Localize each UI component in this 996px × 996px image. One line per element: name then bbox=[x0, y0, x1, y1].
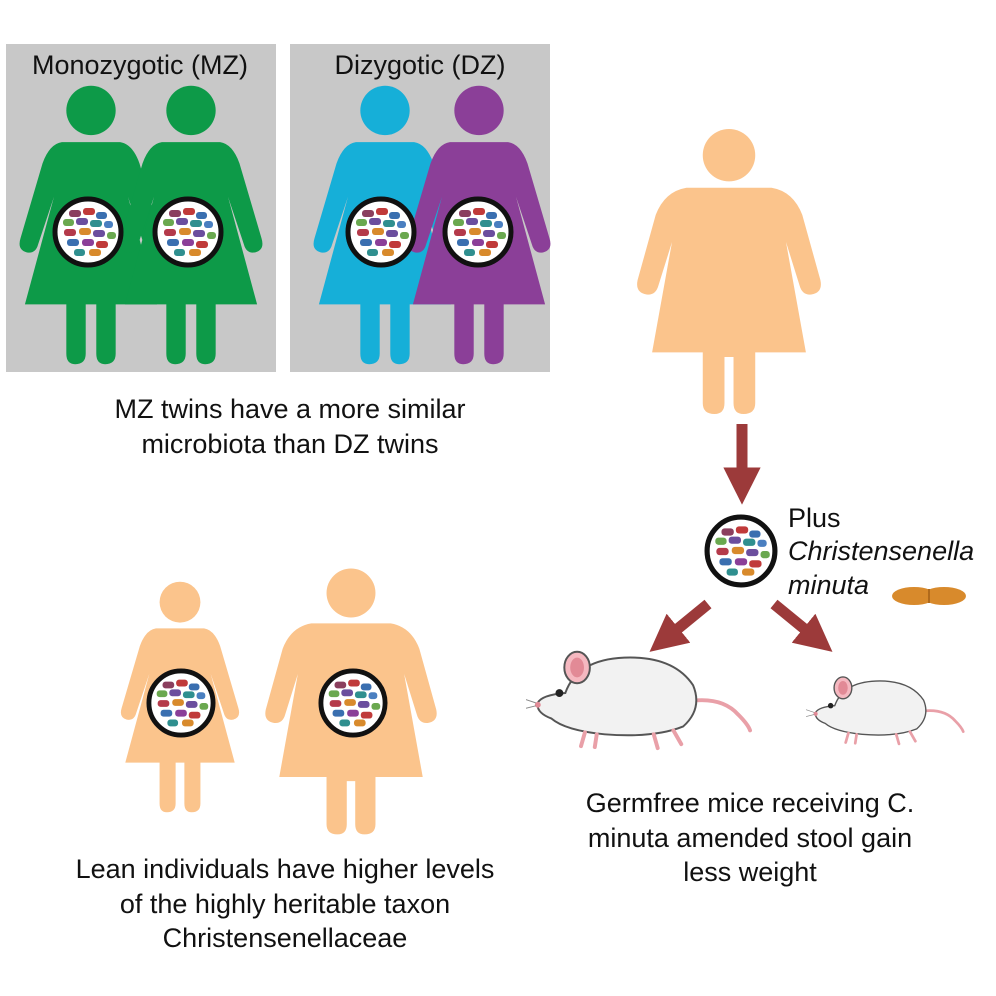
mouse-icon bbox=[804, 675, 965, 746]
christensenella-bacterium-icon bbox=[892, 587, 966, 605]
gut-microbiota-icon bbox=[707, 517, 775, 585]
lean-caption: Lean individuals have higher levels of t… bbox=[20, 852, 550, 956]
dz-panel-label: Dizygotic (DZ) bbox=[334, 50, 506, 80]
twins-caption-line: microbiota than DZ twins bbox=[141, 428, 439, 459]
species-name-line: minuta bbox=[788, 569, 870, 600]
gut-microbiota-icon bbox=[445, 199, 511, 265]
gut-microbiota-icon bbox=[55, 199, 121, 265]
arrow-icon bbox=[770, 599, 833, 652]
lean-caption-line: Lean individuals have higher levels bbox=[75, 854, 495, 884]
twins-caption-line: MZ twins have a more similar bbox=[114, 394, 466, 424]
mice-caption: Germfree mice receiving C. minuta amende… bbox=[530, 786, 970, 890]
donor-figure bbox=[637, 128, 821, 414]
mz-panel-label: Monozygotic (MZ) bbox=[31, 50, 249, 80]
gut-microbiota-icon bbox=[155, 199, 221, 265]
lean-caption-line: of the highly heritable taxon bbox=[119, 888, 451, 919]
gut-microbiota-icon bbox=[321, 671, 385, 735]
plus-label: Plus bbox=[788, 503, 841, 533]
mice-caption-line: Germfree mice receiving C. bbox=[585, 788, 915, 818]
gut-microbiota-icon bbox=[348, 199, 414, 265]
addition-label: Plus Christensenella minuta bbox=[788, 502, 994, 602]
gut-microbiota-icon bbox=[149, 671, 213, 735]
mouse-icon bbox=[526, 649, 752, 751]
mice-caption-line: less weight bbox=[683, 857, 817, 888]
lean-caption-line: Christensenellaceae bbox=[162, 923, 408, 954]
species-name-line: Christensenella bbox=[788, 536, 975, 567]
twins-caption: MZ twins have a more similar microbiota … bbox=[40, 392, 540, 461]
arrow-icon bbox=[649, 599, 712, 652]
mice-caption-line: minuta amended stool gain bbox=[587, 822, 913, 853]
